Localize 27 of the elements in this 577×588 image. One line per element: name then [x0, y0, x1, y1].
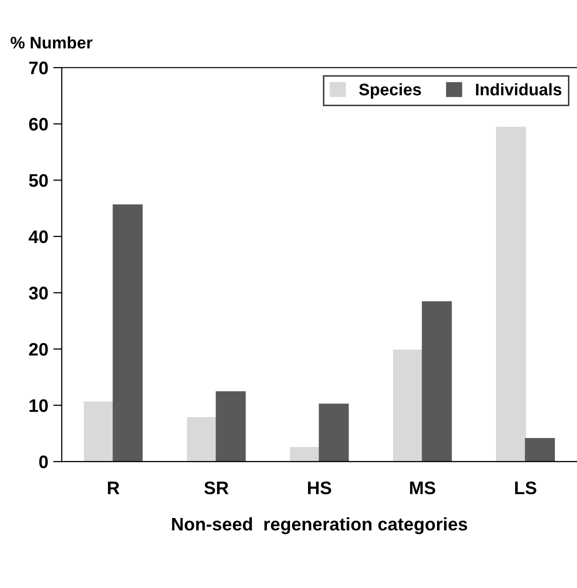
y-tick-label: 40	[28, 230, 48, 244]
legend-label: Individuals	[476, 83, 562, 96]
bar	[186, 417, 217, 462]
x-axis-title: Non-seed regeneration categories	[172, 517, 468, 534]
x-tick-label: R	[108, 482, 120, 494]
y-tick-label: 10	[30, 399, 48, 412]
bar	[84, 401, 114, 462]
y-tick-label: 50	[29, 174, 48, 187]
y-tick-label: 70	[29, 62, 48, 74]
bar	[393, 350, 423, 462]
y-tick-label: 60	[29, 118, 48, 131]
bar	[112, 204, 143, 462]
bar	[216, 391, 246, 462]
bar	[422, 301, 452, 462]
y-tick-label: 0	[39, 456, 48, 468]
y-axis-title: % Number	[10, 36, 92, 49]
bar	[290, 446, 320, 462]
bar	[524, 438, 555, 462]
legend-label: Species	[359, 83, 421, 99]
x-tick-label: MS	[410, 482, 436, 494]
x-tick-label: SR	[204, 482, 228, 494]
bar	[496, 126, 526, 462]
y-tick-label: 20	[29, 342, 48, 356]
bar	[318, 404, 349, 462]
x-tick-label: LS	[515, 482, 536, 494]
x-tick-label: HS	[308, 482, 332, 494]
y-tick-label: 30	[28, 286, 48, 300]
